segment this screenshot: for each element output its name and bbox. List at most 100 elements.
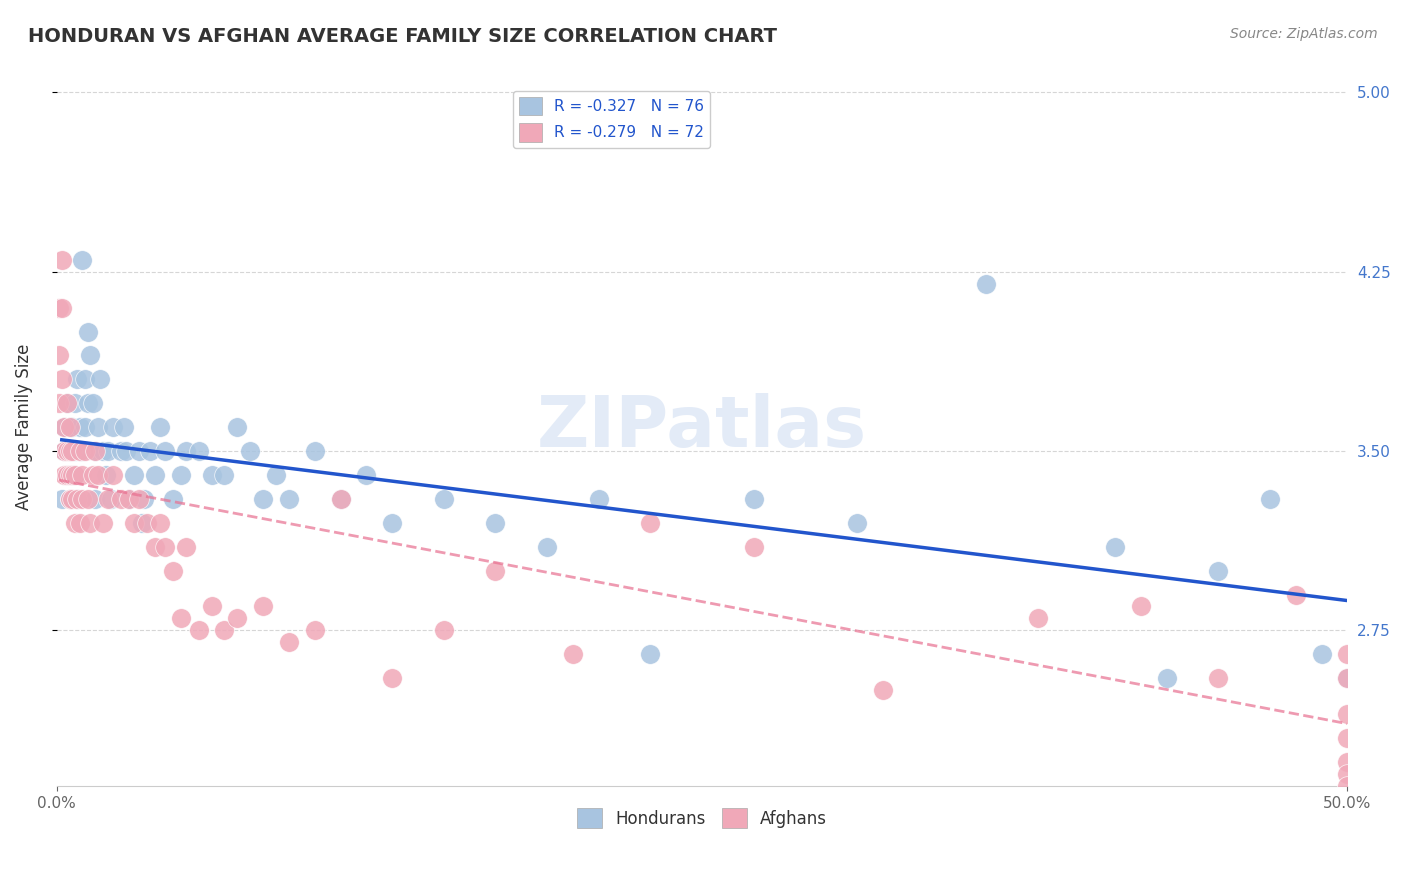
- Point: [138, 444, 160, 458]
- Point: [264, 467, 287, 482]
- Point: [72, 491, 94, 506]
- Point: [187, 444, 209, 458]
- Point: [60, 467, 83, 482]
- Point: [69, 420, 91, 434]
- Point: [1208, 671, 1230, 685]
- Point: [278, 635, 301, 649]
- Point: [58, 420, 80, 434]
- Point: [1336, 648, 1358, 662]
- Point: [143, 540, 166, 554]
- Point: [76, 325, 98, 339]
- Point: [128, 491, 150, 506]
- Point: [53, 444, 76, 458]
- Point: [226, 611, 249, 625]
- Point: [76, 396, 98, 410]
- Point: [131, 516, 153, 530]
- Point: [76, 491, 98, 506]
- Point: [118, 491, 141, 506]
- Point: [91, 516, 114, 530]
- Point: [48, 348, 70, 362]
- Point: [1336, 779, 1358, 793]
- Point: [58, 444, 80, 458]
- Point: [214, 624, 236, 638]
- Point: [845, 516, 868, 530]
- Point: [433, 491, 456, 506]
- Point: [433, 624, 456, 638]
- Point: [115, 444, 138, 458]
- Point: [60, 467, 83, 482]
- Point: [252, 599, 274, 614]
- Point: [58, 420, 80, 434]
- Point: [381, 671, 404, 685]
- Point: [381, 516, 404, 530]
- Point: [1336, 767, 1358, 781]
- Point: [162, 564, 184, 578]
- Point: [1336, 755, 1358, 769]
- Point: [66, 491, 89, 506]
- Point: [136, 516, 159, 530]
- Point: [100, 491, 122, 506]
- Point: [1285, 587, 1308, 601]
- Point: [1258, 491, 1281, 506]
- Point: [72, 444, 94, 458]
- Point: [97, 444, 120, 458]
- Point: [153, 540, 176, 554]
- Point: [200, 599, 222, 614]
- Point: [73, 372, 96, 386]
- Point: [48, 301, 70, 315]
- Point: [200, 467, 222, 482]
- Point: [84, 444, 107, 458]
- Point: [162, 491, 184, 506]
- Point: [329, 491, 352, 506]
- Point: [640, 648, 662, 662]
- Point: [63, 516, 86, 530]
- Point: [974, 277, 997, 291]
- Point: [58, 444, 80, 458]
- Point: [149, 420, 172, 434]
- Point: [304, 444, 326, 458]
- Point: [536, 540, 558, 554]
- Point: [1336, 671, 1358, 685]
- Point: [60, 420, 83, 434]
- Point: [53, 444, 76, 458]
- Point: [153, 444, 176, 458]
- Point: [51, 491, 73, 506]
- Point: [91, 444, 114, 458]
- Point: [1156, 671, 1178, 685]
- Text: ZIPatlas: ZIPatlas: [537, 392, 868, 462]
- Point: [72, 467, 94, 482]
- Point: [60, 444, 83, 458]
- Point: [1026, 611, 1049, 625]
- Point: [79, 516, 101, 530]
- Point: [214, 467, 236, 482]
- Point: [53, 467, 76, 482]
- Point: [742, 491, 765, 506]
- Y-axis label: Average Family Size: Average Family Size: [15, 344, 32, 510]
- Point: [742, 540, 765, 554]
- Point: [304, 624, 326, 638]
- Point: [63, 467, 86, 482]
- Point: [84, 444, 107, 458]
- Point: [1336, 671, 1358, 685]
- Point: [56, 396, 79, 410]
- Point: [94, 467, 117, 482]
- Point: [69, 444, 91, 458]
- Point: [239, 444, 262, 458]
- Point: [174, 444, 197, 458]
- Point: [58, 467, 80, 482]
- Point: [97, 491, 120, 506]
- Point: [329, 491, 352, 506]
- Point: [110, 444, 132, 458]
- Text: Source: ZipAtlas.com: Source: ZipAtlas.com: [1230, 27, 1378, 41]
- Point: [58, 491, 80, 506]
- Point: [63, 396, 86, 410]
- Point: [66, 372, 89, 386]
- Point: [356, 467, 378, 482]
- Point: [87, 467, 110, 482]
- Point: [51, 252, 73, 267]
- Point: [63, 444, 86, 458]
- Point: [63, 467, 86, 482]
- Point: [53, 420, 76, 434]
- Point: [143, 467, 166, 482]
- Point: [484, 516, 506, 530]
